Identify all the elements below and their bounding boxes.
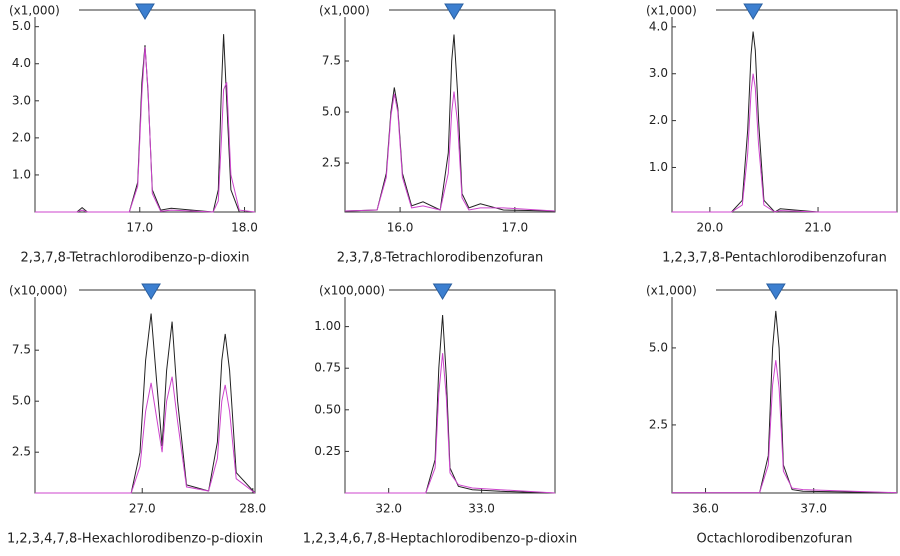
peak-marker xyxy=(135,3,155,20)
x-tick-label: 20.0 xyxy=(697,221,724,235)
trace-line xyxy=(672,31,897,213)
peak-marker xyxy=(432,283,453,300)
peak-marker xyxy=(141,283,161,300)
y-tick-label: 3.0 xyxy=(12,93,31,107)
y-tick-label: 7.5 xyxy=(322,54,341,68)
peak-marker xyxy=(743,3,764,20)
y-tick-label: 1.0 xyxy=(12,167,31,181)
trace-line xyxy=(35,376,256,494)
x-tick-label: 33.0 xyxy=(468,502,495,516)
y-multiplier: (x1,000) xyxy=(646,284,697,298)
trace-line xyxy=(672,360,898,494)
y-multiplier: (x1,000) xyxy=(319,4,370,18)
trace-line xyxy=(35,313,256,494)
multiplier-bg xyxy=(644,3,716,17)
y-tick-label: 1.0 xyxy=(649,160,668,174)
x-tick-label: 17.0 xyxy=(126,221,153,235)
y-tick-label: 5.0 xyxy=(12,394,31,408)
x-tick-label: 17.0 xyxy=(501,221,528,235)
y-tick-label: 2.0 xyxy=(12,130,31,144)
x-tick-label: 21.0 xyxy=(805,221,832,235)
y-tick-label: 2.5 xyxy=(12,445,31,459)
y-tick-label: 4.0 xyxy=(649,19,668,33)
x-tick-label: 32.0 xyxy=(375,502,402,516)
plot-frame xyxy=(671,289,898,494)
trace-line xyxy=(672,73,897,213)
y-multiplier: (x1,000) xyxy=(9,4,60,18)
y-tick-label: 5.0 xyxy=(12,19,31,33)
plot-frame xyxy=(344,289,556,494)
x-tick-label: 28.0 xyxy=(239,502,266,516)
trace-line xyxy=(35,47,256,213)
plot-frame xyxy=(671,9,898,213)
y-tick-label: 2.5 xyxy=(322,156,341,170)
y-tick-label: 5.0 xyxy=(322,105,341,119)
chart-title: Octachlorodibenzofuran xyxy=(697,532,853,547)
x-tick-label: 18.0 xyxy=(231,221,258,235)
plot-frame xyxy=(34,289,256,494)
trace-line xyxy=(345,353,556,494)
y-tick-label: 0.50 xyxy=(314,402,341,416)
y-multiplier: (x100,000) xyxy=(319,284,385,298)
chart-title: 2,3,7,8-Tetrachlorodibenzofuran xyxy=(337,251,544,266)
y-multiplier: (x10,000) xyxy=(9,284,67,298)
multiplier-bg xyxy=(317,3,389,17)
multiplier-bg xyxy=(7,283,79,297)
x-tick-label: 16.0 xyxy=(387,221,414,235)
multiplier-bg xyxy=(317,283,389,297)
trace-line xyxy=(344,34,556,212)
y-tick-label: 3.0 xyxy=(649,66,668,80)
y-multiplier: (x1,000) xyxy=(646,4,697,18)
chart-title: 1,2,3,4,6,7,8-Heptachlorodibenzo-p-dioxi… xyxy=(303,532,577,547)
y-tick-label: 4.0 xyxy=(12,56,31,70)
plot-frame xyxy=(34,9,256,213)
y-tick-label: 2.0 xyxy=(649,113,668,127)
trace-line xyxy=(344,91,556,212)
chart-title: 1,2,3,4,7,8-Hexachlorodibenzo-p-dioxin xyxy=(7,532,263,547)
chart-title: 2,3,7,8-Tetrachlorodibenzo-p-dioxin xyxy=(20,251,249,266)
chart-title: 1,2,3,7,8-Pentachlorodibenzofuran xyxy=(662,251,887,266)
trace-line xyxy=(345,314,556,494)
peak-marker xyxy=(765,283,786,300)
y-tick-label: 5.0 xyxy=(649,340,668,354)
trace-line xyxy=(672,310,898,494)
peak-marker xyxy=(444,3,464,20)
y-tick-label: 0.75 xyxy=(314,361,341,375)
multiplier-bg xyxy=(7,3,79,17)
y-tick-label: 2.5 xyxy=(649,417,668,431)
y-tick-label: 7.5 xyxy=(12,343,31,357)
x-tick-label: 36.0 xyxy=(692,502,719,516)
x-tick-label: 37.0 xyxy=(800,502,827,516)
y-tick-label: 0.25 xyxy=(314,444,341,458)
x-tick-label: 27.0 xyxy=(129,502,156,516)
multiplier-bg xyxy=(644,283,716,297)
y-tick-label: 1.00 xyxy=(314,319,341,333)
